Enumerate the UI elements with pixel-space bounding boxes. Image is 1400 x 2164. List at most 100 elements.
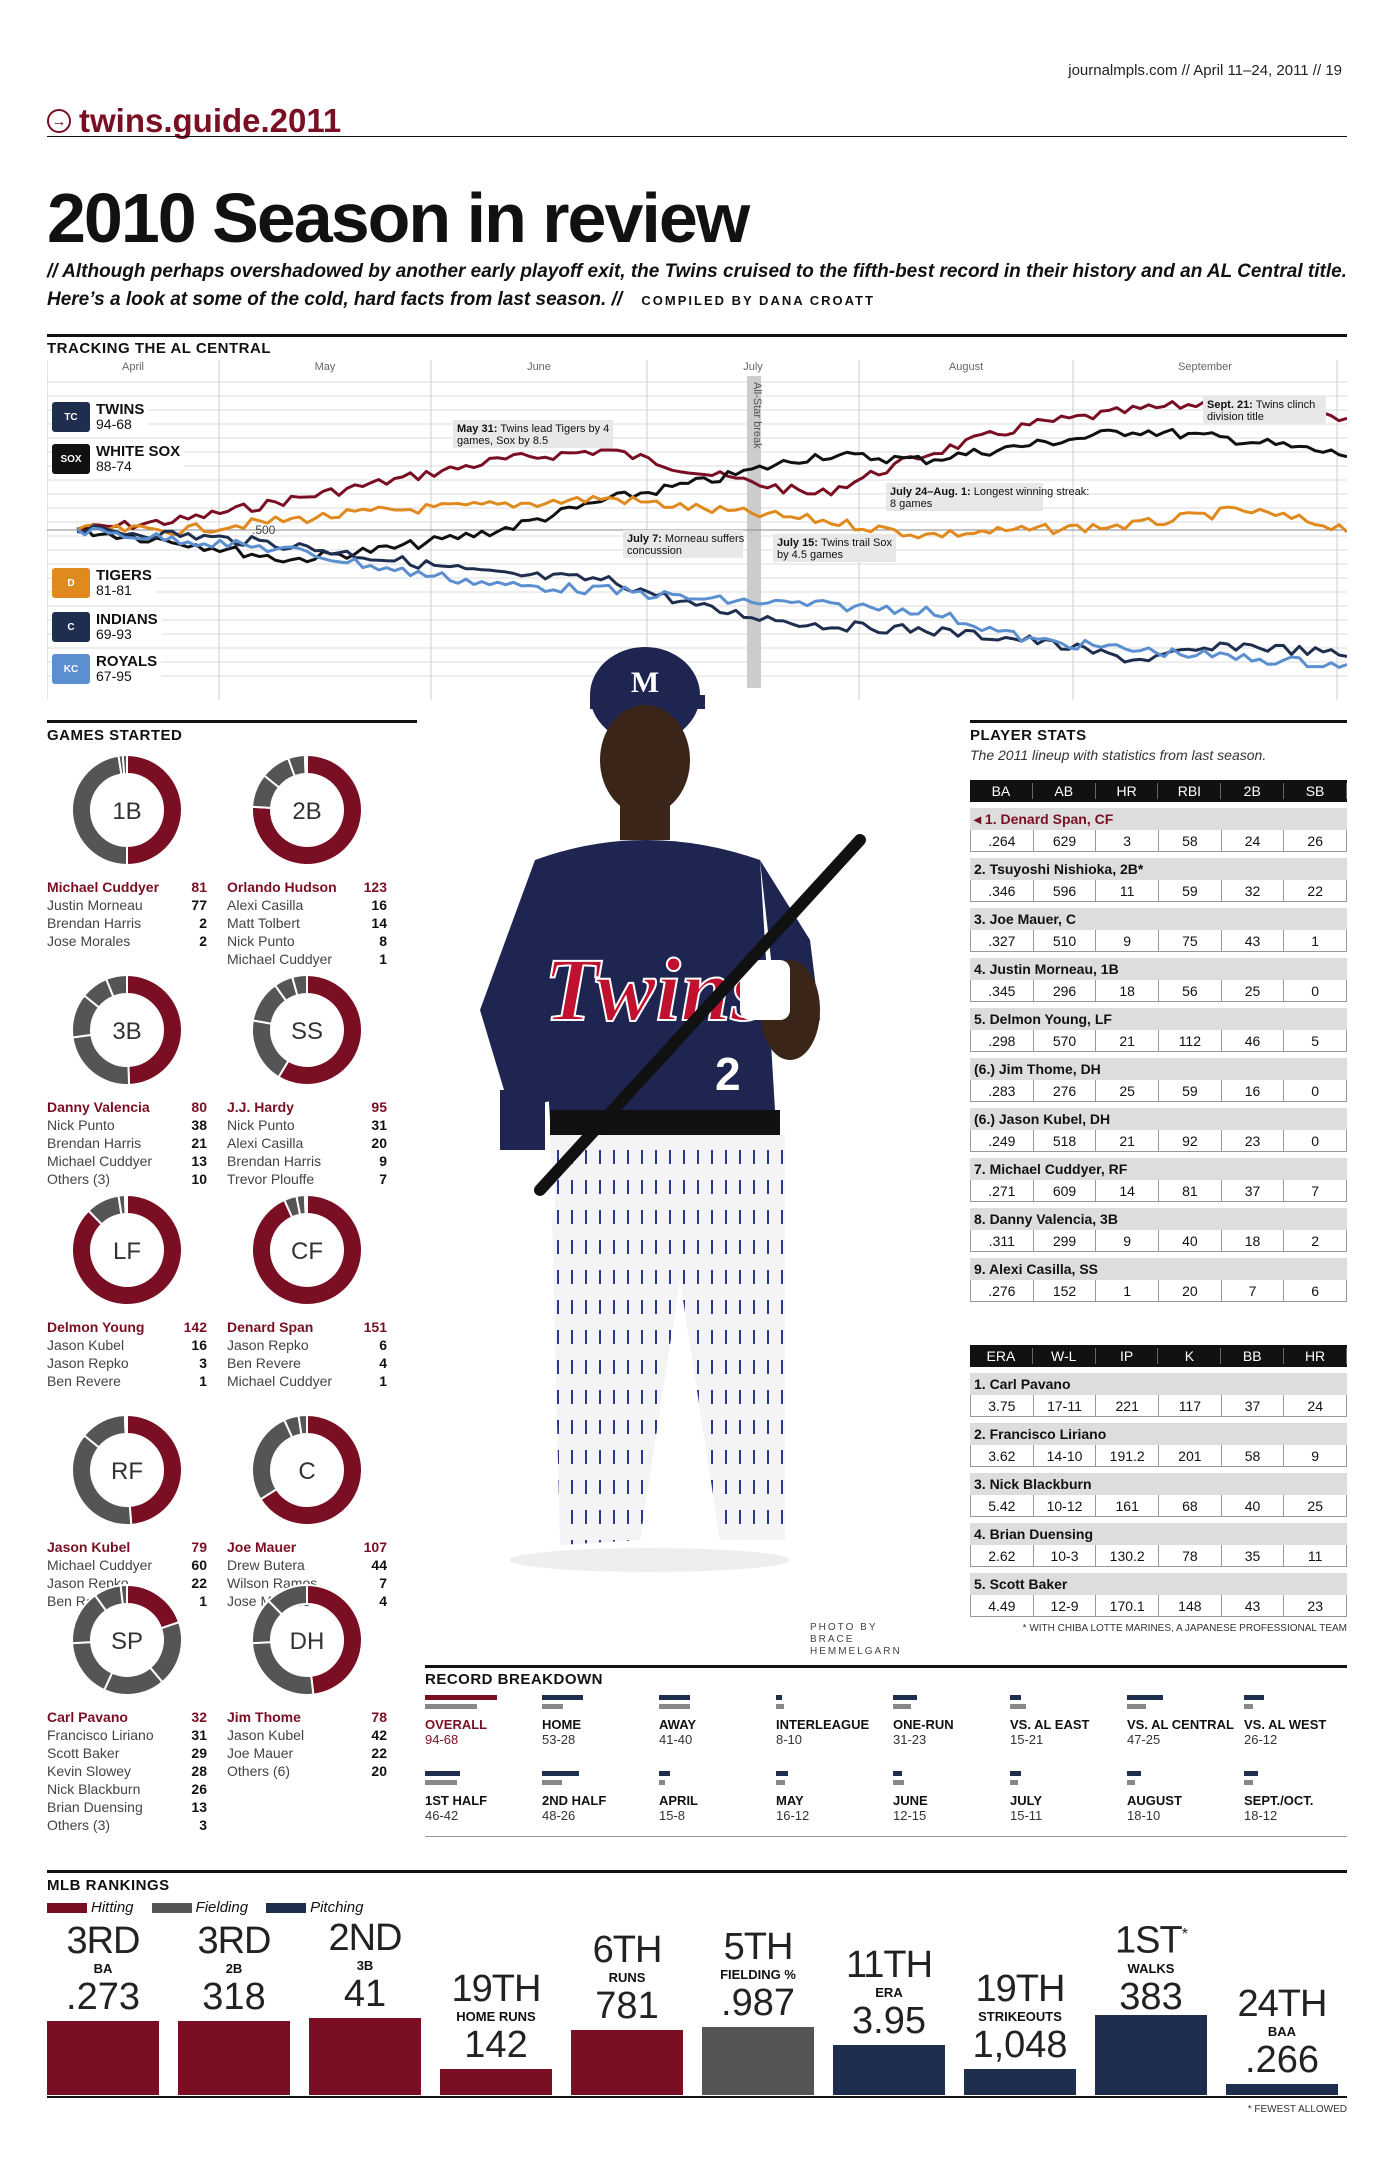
record-label: VS. AL EAST (1010, 1717, 1090, 1732)
record-breakdown-bottom-rule (425, 1836, 1347, 1837)
annotation-box (886, 483, 1043, 511)
games-started-list: Jason Kubel 79 Michael Cuddyer 60 Jason Repk… (47, 1538, 207, 1610)
games-started-row: Joe Mauer 22 (227, 1744, 387, 1762)
batting-table: BA AB HR RBI 2B SB ◂ 1. Denard Span, CF .264 629… (970, 780, 1347, 1302)
games-started-row: Jose Morales 2 (47, 932, 207, 950)
games-count: 38 (191, 1117, 207, 1133)
record-item: VS. AL EAST 15-21 (1010, 1695, 1120, 1747)
games-started-list: J.J. Hardy 95 Nick Punto 31 Alexi Casilla 20 B… (227, 1098, 387, 1188)
stat-row: .249 518 21 92 23 0 (970, 1130, 1347, 1152)
ranking-text: 11TH ERA 3.95 (833, 1945, 945, 2041)
record-value: 12-15 (893, 1808, 927, 1823)
stat-cell: 9 (1311, 1448, 1320, 1464)
chart-annotation: Sept. 21: Twins clinch division title (1203, 396, 1326, 424)
record-bars (776, 1695, 886, 1713)
games-count: 123 (363, 879, 387, 895)
stat-cell: 11 (1096, 880, 1160, 901)
stat-cell: 629 (1034, 830, 1097, 851)
stat-cell: 299 (1034, 1230, 1097, 1251)
record-item: 1ST HALF 46-42 (425, 1771, 535, 1823)
games-started-row: Jason Kubel 16 (47, 1336, 207, 1354)
wins-bar (1244, 1771, 1258, 1776)
donut-segment (123, 1193, 128, 1216)
games-started-row: Denard Span 151 (227, 1318, 387, 1336)
position-label: DH (290, 1628, 325, 1655)
player-name: Nick Blackburn (47, 1781, 141, 1797)
stat-cell: 221 (1096, 1395, 1160, 1416)
column-header: 2B (1221, 783, 1285, 799)
stat-cell: 37 (1222, 1395, 1285, 1416)
stat-cell: 24 (1307, 1398, 1323, 1414)
games-count: 9 (379, 1153, 387, 1169)
stat-cell: 1 (1096, 1280, 1160, 1301)
losses-bar (542, 1780, 562, 1785)
stat-cell: 518 (1034, 1130, 1097, 1151)
annotation-text: Sept. 21: Twins clinch division title (1207, 399, 1315, 423)
games-started-list: Danny Valencia 80 Nick Punto 38 Brendan Harr… (47, 1098, 207, 1188)
player-stats-subheading: The 2011 lineup with statistics from las… (970, 747, 1267, 763)
record-label: JULY (1010, 1793, 1043, 1808)
games-count: 31 (371, 1117, 387, 1133)
annotation-date: July 7: (627, 533, 665, 545)
stat-cell: 23 (1222, 1130, 1285, 1151)
record-item: OVERALL 94-68 (425, 1695, 535, 1747)
player-name: Alexi Casilla (227, 897, 304, 913)
games-started-row: Jason Kubel 42 (227, 1726, 387, 1744)
stat-cell: 37 (1222, 1180, 1285, 1201)
team-name-text: INDIANS (96, 611, 158, 628)
team-key: KC ROYALS 67-95 (52, 654, 162, 684)
stat-cell: .327 (971, 930, 1034, 951)
ranking-column: 5TH FIELDING % .987 (702, 1925, 814, 2095)
intro-text: // Although perhaps overshadowed by anot… (47, 258, 1357, 315)
ranking-ordinal: 19TH (451, 1968, 542, 2010)
stat-cell: 40 (1222, 1495, 1285, 1516)
annotation-line-2: division title (1207, 411, 1264, 423)
games-started-row: Ben Revere 4 (227, 1354, 387, 1372)
team-line (76, 494, 1347, 540)
team-name-text: TWINS (96, 401, 145, 418)
legend-label: Hitting (91, 1899, 134, 1916)
record-bars (542, 1771, 652, 1789)
donut-segment (119, 1583, 128, 1606)
stat-cell: 170.1 (1096, 1595, 1160, 1616)
arrow-right-icon: → (47, 109, 71, 133)
annotation-box (773, 534, 896, 562)
games-started-donut: 2B (251, 753, 363, 866)
games-started-row: Justin Morneau 77 (47, 896, 207, 914)
games-count: 21 (191, 1135, 207, 1151)
ranking-bar (178, 2021, 290, 2095)
games-count: 4 (379, 1593, 387, 1609)
games-started-row: Trevor Plouffe 7 (227, 1170, 387, 1188)
ranking-column: 1ST* WALKS 383 (1095, 1921, 1207, 2095)
month-label: April (122, 361, 144, 373)
stat-row: .276 152 1 20 7 6 (970, 1280, 1347, 1302)
games-started-rule (47, 720, 417, 723)
stat-cell: 35 (1222, 1545, 1285, 1566)
ranking-text: 3RD 2B 318 (178, 1921, 290, 2017)
stat-cell: 25 (1307, 1498, 1323, 1514)
column-header: AB (1033, 783, 1096, 799)
donut-segment (251, 1193, 363, 1306)
ranking-category: BAA (1267, 2024, 1297, 2039)
record-item: 2ND HALF 48-26 (542, 1771, 652, 1823)
ranking-value: 41 (343, 1973, 387, 2015)
stat-cell: 75 (1159, 930, 1222, 951)
player-stats-heading: PLAYER STATS (970, 727, 1087, 744)
ranking-text: 2ND 3B 41 (309, 1918, 421, 2014)
allstar-label: All-Star break (751, 382, 763, 449)
games-count: 20 (371, 1135, 387, 1151)
team-logo-icon: KC (52, 654, 90, 684)
annotation-box (453, 420, 613, 448)
stat-cell: 56 (1159, 980, 1222, 1001)
stat-cell: 6 (1311, 1283, 1320, 1299)
legend-item: Fielding (151, 1899, 248, 1916)
stat-cell: 23 (1307, 1598, 1323, 1614)
games-started-row: Jim Thome 78 (227, 1708, 387, 1726)
stat-player-name: 3. Joe Mauer, C (970, 908, 1347, 930)
stat-cell: 1 (1311, 933, 1320, 949)
stat-cell: 16 (1222, 1080, 1285, 1101)
stat-row: 3.62 14-10 191.2 201 58 9 (970, 1445, 1347, 1467)
games-started-donut: DH (251, 1583, 363, 1696)
games-count: 20 (371, 1763, 387, 1779)
donut-segment (306, 1583, 363, 1696)
